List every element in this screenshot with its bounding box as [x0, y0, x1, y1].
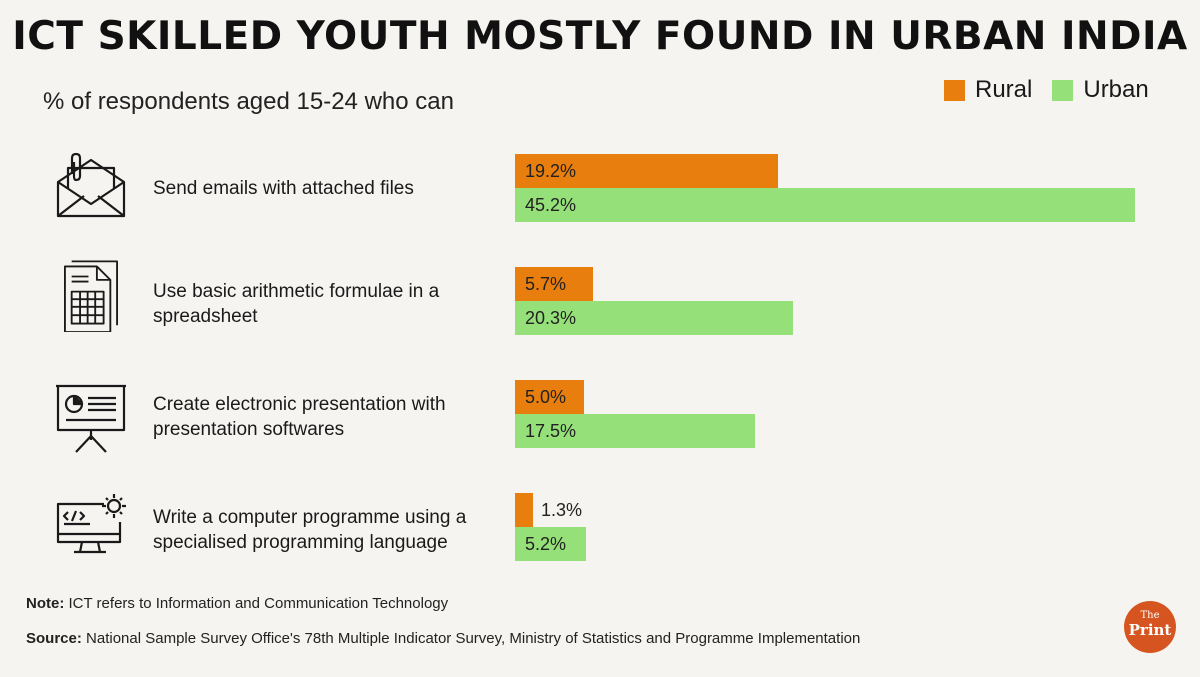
chart-title: ICT SKILLED YOUTH MOSTLY FOUND IN URBAN … — [12, 14, 1188, 59]
bar-label-rural-2: 5.7% — [525, 274, 567, 294]
presentation-board-icon — [54, 380, 128, 454]
legend-item-rural: Rural — [944, 76, 1032, 104]
chart-subtitle: % of respondents aged 15-24 who can — [43, 88, 454, 115]
legend-label-rural: Rural — [975, 76, 1033, 103]
source: Source: National Sample Survey Office's … — [26, 630, 860, 647]
email-attachment-icon — [54, 152, 128, 226]
spreadsheet-icon — [54, 258, 128, 333]
bar-label-rural-4: 1.3% — [541, 500, 583, 520]
row-label-spreadsheet: Use basic arithmetic formulae in a sprea… — [153, 281, 440, 327]
row-label-email: Send emails with attached files — [153, 178, 414, 199]
legend: Rural Urban — [944, 76, 1149, 104]
note-prefix: Note: — [26, 595, 65, 612]
note-text: ICT refers to Information and Communicat… — [68, 595, 449, 612]
bar-rural-4 — [515, 493, 533, 527]
bar-urban-2 — [515, 301, 793, 335]
row-label-presentation: Create electronic presentation with pres… — [153, 394, 446, 440]
legend-swatch-urban — [1052, 79, 1074, 101]
bar-label-rural-3: 5.0% — [525, 387, 567, 407]
bar-urban-3 — [515, 414, 755, 448]
note: Note: ICT refers to Information and Comm… — [26, 595, 448, 612]
row-label-programming: Write a computer programme using a speci… — [153, 507, 467, 553]
legend-swatch-rural — [944, 79, 965, 101]
bar-urban-1 — [515, 188, 1135, 222]
legend-label-urban: Urban — [1083, 76, 1149, 103]
bar-rural-3 — [515, 380, 584, 414]
theprint-logo: The Print — [1124, 601, 1176, 653]
legend-item-urban: Urban — [1052, 76, 1149, 104]
source-prefix: Source: — [26, 630, 82, 647]
bar-label-urban-4: 5.2% — [525, 534, 567, 554]
logo-text-bottom: Print — [1128, 621, 1172, 639]
code-monitor-icon — [54, 492, 128, 566]
bar-label-urban-1: 45.2% — [525, 195, 577, 215]
bar-rural-1 — [515, 154, 778, 188]
bar-label-rural-1: 19.2% — [525, 161, 577, 181]
bar-rural-2 — [515, 267, 593, 301]
bar-label-urban-3: 17.5% — [525, 421, 577, 441]
logo-text-top: The — [1140, 610, 1160, 621]
source-text: National Sample Survey Office's 78th Mul… — [86, 630, 861, 647]
bar-label-urban-2: 20.3% — [525, 308, 577, 328]
bar-urban-4 — [515, 527, 586, 561]
